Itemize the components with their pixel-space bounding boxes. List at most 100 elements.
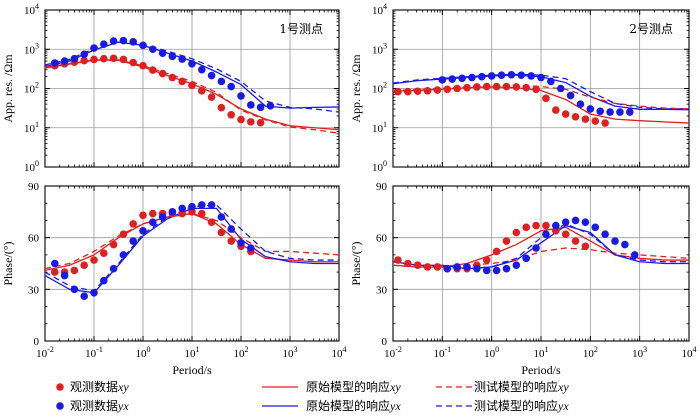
x-tick-label: 101 <box>534 345 549 360</box>
legend-dot-marker <box>56 402 64 410</box>
data-point <box>129 237 137 245</box>
data-point <box>487 72 496 80</box>
data-point <box>266 101 275 110</box>
data-point <box>100 40 108 48</box>
data-point <box>80 292 88 301</box>
data-point <box>217 103 226 112</box>
data-point <box>502 82 511 91</box>
data-point <box>492 266 501 275</box>
x-tick-label: 100 <box>136 345 151 360</box>
data-point <box>168 52 177 61</box>
data-point <box>522 223 530 232</box>
y-tick-label: 101 <box>24 120 39 135</box>
data-point <box>404 259 412 268</box>
data-point <box>512 261 521 270</box>
data-point <box>413 87 422 96</box>
panel-3: 10-2 10-1 100 101 102 103 104 0 30 60 90 Phase/(°) P… <box>1 181 347 377</box>
data-point <box>90 55 98 64</box>
data-point <box>453 84 461 93</box>
data-point <box>571 237 580 245</box>
station-label: 1号测点 <box>279 22 323 36</box>
x-tick-label: 10-2 <box>36 345 54 360</box>
data-point <box>139 61 147 70</box>
y-axis-title: Phase/(°) <box>349 241 363 285</box>
data-point <box>129 58 137 67</box>
data-point <box>80 261 88 270</box>
data-point <box>119 55 128 64</box>
data-point <box>178 55 186 63</box>
data-point <box>473 264 481 273</box>
y-tick-label: 30 <box>376 284 388 296</box>
y-tick-label: 60 <box>28 233 40 245</box>
data-point <box>532 221 540 230</box>
legend-item: 原始模型的响应yx <box>262 398 401 413</box>
data-point <box>178 77 186 86</box>
data-point <box>630 251 639 259</box>
y-tick-label: 102 <box>372 81 387 96</box>
data-point <box>198 87 206 95</box>
y-axis-title: App. res. /Ωm <box>1 54 15 123</box>
data-point <box>158 213 167 221</box>
data-point <box>247 101 255 109</box>
data-point <box>507 70 516 79</box>
data-point <box>90 44 98 52</box>
y-axis-title: Phase/(°) <box>1 241 15 285</box>
x-tick-label: 104 <box>682 345 697 360</box>
data-point <box>591 117 600 125</box>
data-point <box>109 264 118 273</box>
data-point <box>502 264 511 273</box>
data-point <box>158 69 167 78</box>
data-point <box>433 263 442 271</box>
data-point <box>556 84 565 93</box>
data-point <box>60 57 69 65</box>
ticks <box>44 185 340 342</box>
x-tick-label: 103 <box>632 345 647 360</box>
data-point <box>100 249 108 257</box>
data-point <box>601 230 609 239</box>
data-point <box>586 105 595 113</box>
panels-group: 100 101 102 103 104 App. res. /Ωm 1号测点 100 101 10… <box>1 2 697 377</box>
data-point <box>611 237 619 245</box>
data-point <box>119 230 128 239</box>
legend-label: 原始模型的响应xy <box>306 379 401 394</box>
panel-4: 10-2 10-1 100 101 102 103 104 0 30 60 90 Phase/(°) P… <box>349 181 697 377</box>
data-point <box>109 37 118 45</box>
data-point <box>423 263 432 271</box>
plot-area <box>393 216 689 275</box>
x-tick-label: 100 <box>484 345 499 360</box>
data-point <box>581 242 590 251</box>
series-line <box>45 212 339 270</box>
data-point <box>552 221 560 230</box>
data-point <box>542 221 550 230</box>
data-point <box>566 91 575 100</box>
ticks <box>392 185 690 342</box>
y-tick-label: 100 <box>24 159 39 174</box>
station-label: 2号测点 <box>629 22 673 36</box>
data-point <box>522 254 530 263</box>
data-point <box>51 59 59 67</box>
data-point <box>502 237 511 245</box>
x-tick-label: 10-2 <box>384 345 402 360</box>
data-point <box>227 82 235 91</box>
data-point <box>571 216 580 225</box>
data-point <box>621 240 629 249</box>
data-point <box>168 208 177 216</box>
y-tick-label: 100 <box>372 159 387 174</box>
legend-item: 观测数据yx <box>56 398 129 413</box>
data-point <box>626 108 634 116</box>
data-point <box>109 240 118 249</box>
data-point <box>542 230 550 239</box>
y-tick-label: 30 <box>28 284 40 296</box>
legend-label: 测试模型的响应xy <box>474 379 569 394</box>
data-point <box>227 225 235 233</box>
data-point <box>601 119 609 127</box>
y-tick-label: 104 <box>372 2 387 17</box>
legend-label: 观测数据xy <box>70 379 129 394</box>
data-point <box>207 201 216 209</box>
data-point <box>207 71 216 80</box>
data-point <box>149 209 157 218</box>
series-line <box>393 86 689 124</box>
grid <box>393 10 689 167</box>
plot-area <box>393 70 689 127</box>
